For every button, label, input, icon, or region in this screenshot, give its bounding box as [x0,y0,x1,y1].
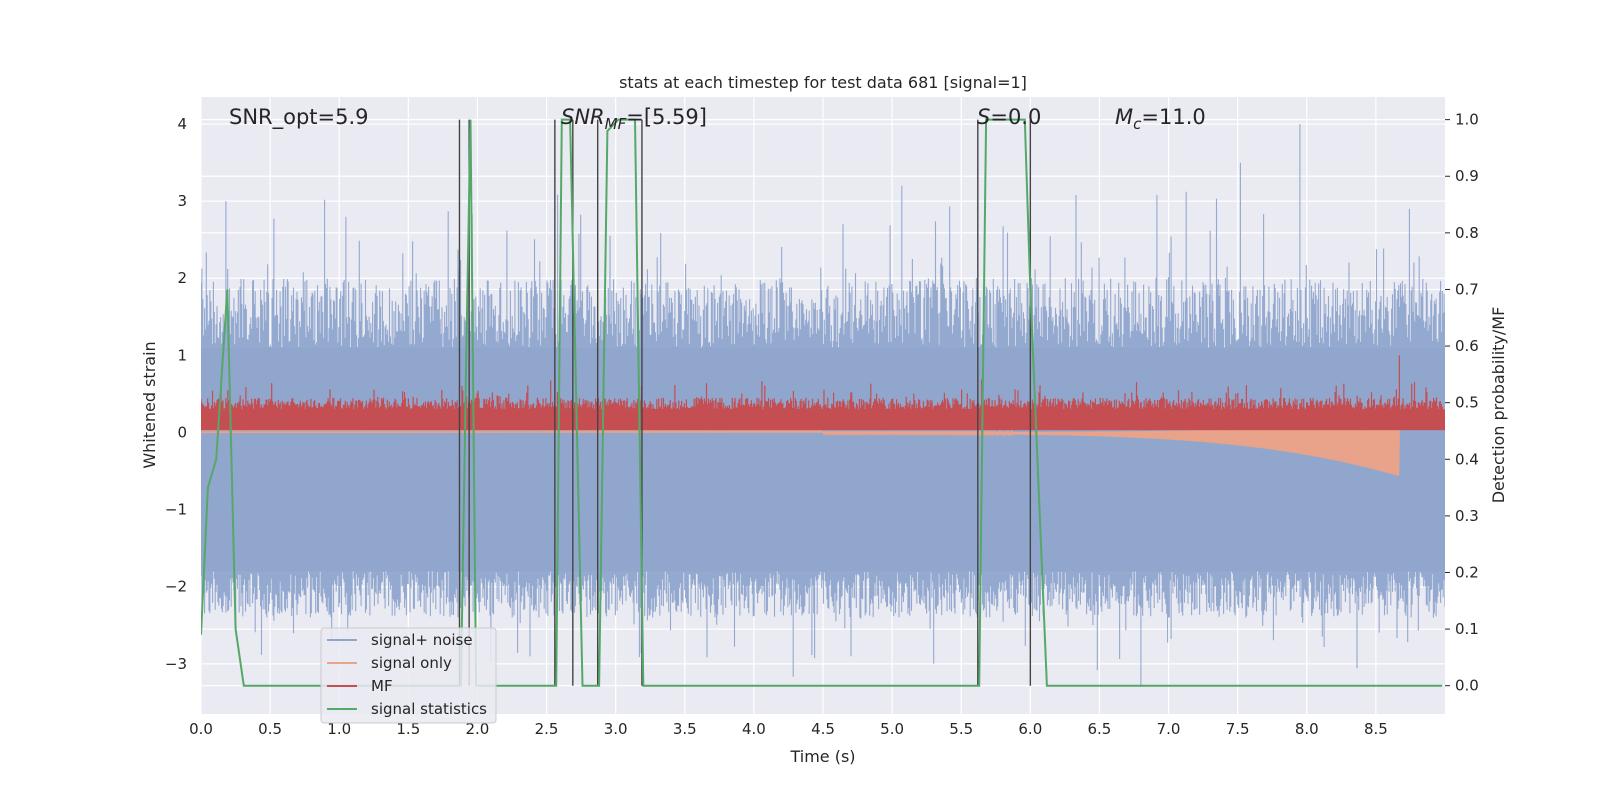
annotation-mc-sub: c [1133,115,1142,133]
x-tick-label: 1.0 [327,720,351,738]
y-tick-label-right: 0.9 [1455,167,1479,185]
x-tick-label: 3.0 [604,720,628,738]
y-tick-label-right: 0.7 [1455,280,1479,298]
legend-label-mf: MF [371,677,393,695]
y-tick-label-left: −1 [165,501,187,519]
x-tick-label: 5.5 [949,720,973,738]
y-tick-label-left: −2 [165,578,187,596]
legend-box [320,627,497,724]
x-tick-label: 0.5 [258,720,282,738]
x-axis-label: Time (s) [789,747,855,766]
y-tick-label-right: 0.8 [1455,224,1479,242]
x-tick-label: 2.5 [535,720,559,738]
y-tick-label-left: 4 [177,115,187,133]
y-tick-label-left: 0 [177,423,187,441]
x-tick-label: 0.0 [189,720,213,738]
y-axis-left-label: Whitened strain [140,341,159,468]
annotation-snr-mf-main: SNR [561,105,605,129]
annotation-snr-opt: SNR_opt=5.9 [229,105,369,130]
y-tick-label-right: 1.0 [1455,111,1479,129]
series-signal-only [201,421,1400,477]
y-tick-label-right: 0.1 [1455,620,1479,638]
x-tick-label: 1.5 [396,720,420,738]
mf-core [201,409,1445,431]
annotation-snr-mf-sub: MF [605,115,627,133]
signal-noise-core [201,347,1445,572]
y-tick-label-left: 2 [177,269,187,287]
x-axis: 0.0 0.5 1.0 1.5 2.0 2.5 3.0 3.5 4.0 4.5 5.0 5.5 6.0 6… [189,720,1388,738]
annotation-mc-main: M [1115,105,1133,129]
series-mf [201,355,1445,431]
x-tick-label: 7.0 [1157,720,1181,738]
y-tick-label-right: 0.3 [1455,507,1479,525]
y-tick-label-right: 0.0 [1455,677,1479,695]
signal-statistics-line [201,118,1443,687]
annotation-mc-value: =11.0 [1141,105,1205,129]
y-tick-label-right: 0.5 [1455,394,1479,412]
signal-only-trace [201,421,1400,477]
x-tick-label: 7.5 [1226,720,1250,738]
legend: signal+ noise signal only MF signal stat… [320,627,497,724]
y-axis-right: 1.0 0.9 0.8 0.7 0.6 0.5 0.4 0.3 0.2 0.1 0.0 [1445,111,1479,695]
series-signal-statistics [201,118,1443,687]
y-tick-label-left: 1 [177,346,187,364]
y-axis-left: 4 3 2 1 0 −1 −2 −3 [165,115,187,673]
vertical-markers [458,119,1032,686]
x-tick-label: 8.0 [1295,720,1319,738]
chart-title: stats at each timestep for test data 681… [619,73,1027,92]
x-tick-label: 5.0 [880,720,904,738]
x-tick-label: 6.5 [1088,720,1112,738]
y-tick-label-right: 0.6 [1455,337,1479,355]
y-tick-label-right: 0.2 [1455,563,1479,581]
annotation-s: S=0.0 [977,105,1041,129]
y-tick-label-left: −3 [165,655,187,673]
x-tick-label: 4.5 [811,720,835,738]
x-tick-label: 6.0 [1018,720,1042,738]
x-tick-label: 2.0 [466,720,490,738]
annotation-mc: Mc=11.0 [1115,105,1206,133]
annotation-s-value: =0.0 [990,105,1041,129]
annotation-snr-mf-value: =[5.59] [626,105,707,129]
annotation-snr-mf: SNRMF=[5.59] [561,105,707,133]
x-tick-label: 8.5 [1364,720,1388,738]
legend-label-signal-noise: signal+ noise [371,631,473,649]
y-tick-label-right: 0.4 [1455,450,1479,468]
series-signal-noise [201,124,1445,687]
legend-label-signal-only: signal only [371,654,452,672]
y-tick-label-left: 3 [177,192,187,210]
y-axis-right-label: Detection probability/MF [1489,307,1508,504]
x-tick-label: 4.0 [742,720,766,738]
x-tick-label: 3.5 [673,720,697,738]
legend-label-signal-statistics: signal statistics [371,700,487,718]
annotation-s-main: S [977,105,990,129]
